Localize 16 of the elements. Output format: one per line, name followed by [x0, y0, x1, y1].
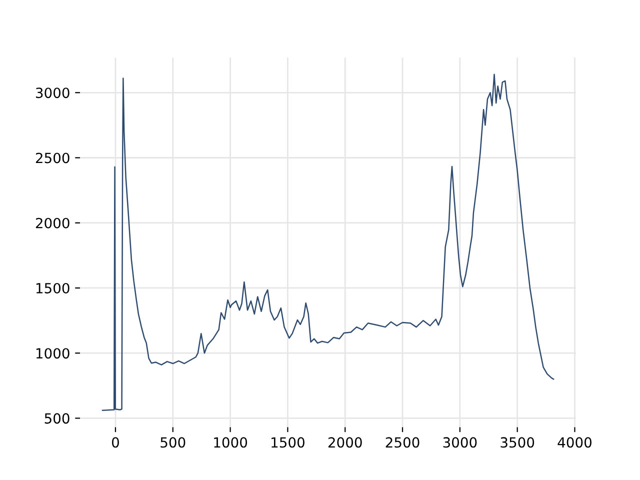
x-tick-label: 1500 [272, 437, 304, 448]
x-tick-label: 3500 [500, 437, 534, 448]
x-tick-label: 3000 [443, 437, 477, 448]
x-tick-label: 500 [160, 437, 186, 448]
y-tick-label: 2500 [36, 152, 70, 164]
x-tick-label: 2500 [386, 437, 420, 448]
x-tick-label: 2000 [328, 437, 362, 448]
line-series [102, 74, 554, 412]
y-tick-label: 500 [44, 413, 70, 424]
x-tick-label: 1000 [214, 437, 248, 448]
x-tick-label: 4000 [558, 437, 592, 448]
y-tick-label: 3000 [36, 88, 70, 98]
y-tick-label: 1000 [36, 348, 70, 359]
x-tick-label: 0 [112, 437, 119, 448]
y-tick-label: 1500 [36, 282, 70, 294]
y-tick-label: 2000 [36, 218, 70, 228]
